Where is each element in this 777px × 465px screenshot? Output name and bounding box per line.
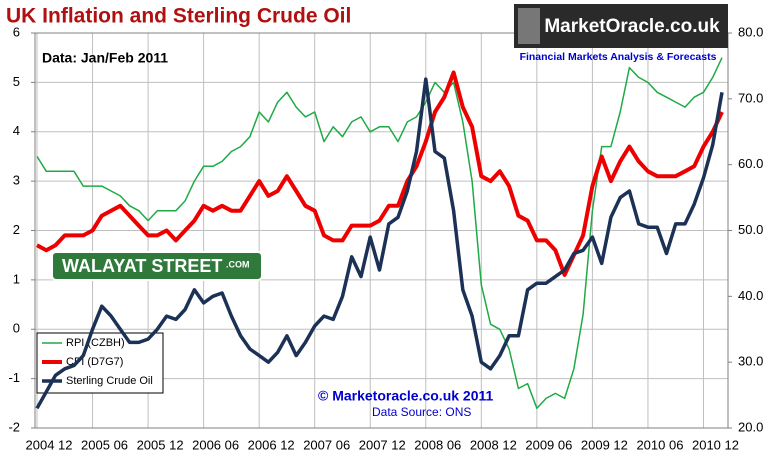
copyright: © Marketoracle.co.uk 2011	[318, 388, 494, 404]
series-line	[36, 57, 723, 410]
logo: MarketOracle.co.uk Financial Markets Ana…	[514, 4, 728, 63]
x-tick-label: 2009 06	[525, 437, 572, 452]
series-line	[35, 77, 724, 410]
legend-label: RPI (CZBH)	[66, 337, 125, 349]
y-tick-label: 2	[13, 222, 20, 237]
logo-tagline: Financial Markets Analysis & Forecasts	[520, 51, 717, 63]
badge-box	[51, 251, 263, 281]
x-tick-label: 2005 06	[81, 437, 128, 452]
x-tick-label: 2006 12	[248, 437, 295, 452]
y2-tick-label: 50.0	[738, 222, 763, 237]
y2-tick-label: 80.0	[738, 24, 763, 39]
x-tick-label: 2008 06	[414, 437, 461, 452]
y-tick-label: 3	[13, 173, 20, 188]
y2-tick-label: 20.0	[738, 419, 763, 434]
badge-text: WALAYAT STREET	[62, 256, 222, 276]
y-tick-label: 5	[13, 74, 20, 89]
y-tick-label: 0	[13, 321, 20, 336]
logo-text: MarketOracle.co.uk	[544, 16, 720, 37]
x-tick-label: 2007 12	[359, 437, 406, 452]
subtitle: Data: Jan/Feb 2011	[42, 50, 168, 66]
y2-tick-label: 30.0	[738, 354, 763, 369]
logo-icon	[518, 8, 540, 44]
x-tick-label: 2009 12	[581, 437, 628, 452]
chart-title: UK Inflation and Sterling Crude Oil	[6, 5, 351, 28]
y-tick-label: 4	[13, 123, 20, 138]
logo-box	[514, 4, 728, 48]
y-tick-label: -1	[8, 370, 20, 385]
x-tick-label: 2007 06	[303, 437, 350, 452]
badge-suffix: .COM	[226, 259, 250, 269]
x-tick-label: 2010 06	[636, 437, 683, 452]
series-line	[36, 70, 724, 277]
y2-tick-label: 40.0	[738, 288, 763, 303]
badge: WALAYAT STREET .COM	[51, 251, 263, 281]
x-tick-label: 2008 12	[470, 437, 517, 452]
x-tick-label: 2006 06	[192, 437, 239, 452]
legend-label: Sterling Crude Oil	[66, 375, 153, 387]
y-tick-label: 6	[13, 24, 20, 39]
y2-tick-label: 70.0	[738, 90, 763, 105]
source: Data Source: ONS	[372, 405, 471, 419]
x-tick-label: 2004 12	[26, 437, 73, 452]
y2-tick-label: 60.0	[738, 156, 763, 171]
x-tick-label: 2010 12	[692, 437, 739, 452]
y-tick-label: -2	[8, 419, 20, 434]
x-tick-label: 2005 12	[137, 437, 184, 452]
y-tick-label: 1	[13, 271, 20, 286]
